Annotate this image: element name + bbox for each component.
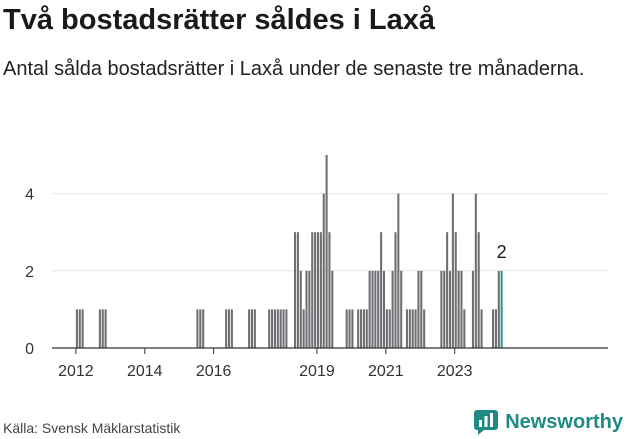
bar [382, 270, 386, 348]
bar [362, 309, 365, 348]
bar [104, 309, 107, 348]
brand-name: Newsworthy [505, 410, 623, 433]
bar [497, 270, 500, 348]
y-tick-label: 0 [25, 341, 34, 358]
axes: 0 2 4 2012 2014 2016 2019 2021 2023 2 [25, 187, 608, 380]
bar [365, 309, 368, 348]
bar [394, 232, 397, 348]
bars [75, 155, 503, 348]
bar [253, 309, 256, 348]
bar [471, 270, 474, 348]
bar [446, 232, 449, 348]
bar [440, 270, 443, 348]
bar [474, 193, 477, 348]
x-tick-label: 2019 [299, 363, 335, 380]
bar [319, 232, 322, 348]
bar [314, 232, 317, 348]
bar [377, 270, 380, 348]
bar [368, 270, 371, 348]
bar [302, 309, 305, 348]
bar-chart: 0 2 4 2012 2014 2016 2019 2021 2023 2 [25, 155, 608, 380]
bar [282, 309, 285, 348]
bar [360, 309, 363, 348]
bar [463, 309, 466, 348]
bar [230, 309, 233, 348]
bar [305, 270, 308, 348]
latest-value-label: 2 [497, 242, 507, 262]
x-tick-label: 2016 [196, 363, 232, 380]
bar [285, 309, 288, 348]
bar [451, 193, 454, 348]
bar [199, 309, 202, 348]
bar [311, 232, 314, 348]
bar [322, 193, 325, 348]
bar [443, 270, 446, 348]
bar [225, 309, 228, 348]
bar [268, 309, 271, 348]
x-tick-label: 2023 [437, 363, 473, 380]
bar [357, 309, 360, 348]
bar [492, 309, 495, 348]
bar [405, 309, 408, 348]
x-tick-label: 2012 [58, 363, 94, 380]
bar [457, 270, 460, 348]
bar [227, 309, 231, 348]
x-tick-label: 2014 [127, 363, 163, 380]
bar [477, 232, 480, 348]
x-tick-label: 2021 [368, 363, 404, 380]
bar [414, 309, 417, 348]
bar [202, 309, 205, 348]
bar [345, 309, 348, 348]
bar [454, 232, 457, 348]
y-tick-label: 4 [25, 187, 34, 204]
bar [248, 309, 251, 348]
bar [273, 309, 276, 348]
bar [420, 270, 423, 348]
bar [279, 309, 282, 348]
bar [460, 270, 463, 348]
bar [380, 232, 383, 348]
bar [75, 309, 78, 348]
bar [78, 309, 81, 348]
bar [98, 309, 101, 348]
bar [411, 309, 414, 348]
bar-latest [500, 270, 503, 348]
bar [328, 232, 331, 348]
bar [371, 270, 374, 348]
chart-subtitle: Antal sålda bostadsrätter i Laxå under d… [3, 58, 585, 80]
bar [276, 309, 279, 348]
bar [81, 309, 84, 348]
bar [316, 232, 320, 348]
bar [448, 270, 452, 348]
bar [196, 309, 199, 348]
chart-title: Två bostadsrätter såldes i Laxå [3, 4, 435, 36]
bar [423, 309, 426, 348]
bar [391, 270, 394, 348]
bar [331, 270, 334, 348]
bar [296, 232, 299, 348]
y-tick-label: 2 [25, 264, 34, 281]
newsworthy-logo-icon [474, 410, 499, 435]
bar [397, 193, 400, 348]
bar [271, 309, 274, 348]
bar [400, 270, 403, 348]
bar [348, 309, 351, 348]
bar [374, 270, 377, 348]
bar [408, 309, 411, 348]
bar [417, 270, 420, 348]
newsworthy-brand[interactable]: Newsworthy [473, 409, 623, 435]
bar [388, 309, 391, 348]
bar [308, 270, 311, 348]
bar [351, 309, 354, 348]
bar [480, 309, 483, 348]
bar [385, 309, 388, 348]
bar [293, 232, 297, 348]
bar [101, 309, 104, 348]
bar [325, 155, 328, 348]
bar [250, 309, 254, 348]
source-note: Källa: Svensk Mäklarstatistik [3, 420, 181, 436]
bar [299, 270, 302, 348]
bar [494, 309, 497, 348]
